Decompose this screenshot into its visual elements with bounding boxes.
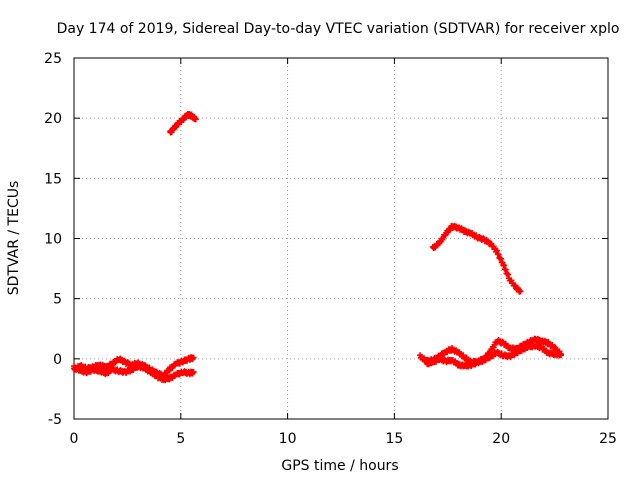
axis-ticks — [73, 57, 609, 420]
x-axis-label: GPS time / hours — [281, 458, 398, 474]
data-point — [497, 255, 504, 262]
y-tick-label: 0 — [53, 352, 62, 368]
x-tick-label: 25 — [599, 431, 617, 447]
x-tick-label: 20 — [492, 431, 510, 447]
y-tick-label: 20 — [44, 111, 62, 127]
series-early-low-lower — [71, 361, 197, 384]
data-point — [502, 266, 509, 273]
y-axis-label: SDTVAR / TECUs — [6, 181, 22, 296]
data-point — [505, 271, 512, 278]
data-point — [517, 288, 524, 295]
data-point — [190, 369, 197, 376]
x-tick-label: 15 — [385, 431, 403, 447]
y-tick-label: 15 — [44, 171, 62, 187]
data-point — [192, 116, 199, 123]
data-point — [558, 352, 565, 359]
data-point — [501, 262, 508, 269]
x-tick-label: 5 — [176, 431, 185, 447]
data-point — [190, 354, 197, 361]
y-tick-labels: -5 0 5 10 15 20 25 — [44, 51, 62, 428]
y-tick-label: 25 — [44, 51, 62, 67]
chart-title: Day 174 of 2019, Sidereal Day-to-day VTE… — [57, 21, 620, 37]
x-tick-label: 0 — [70, 431, 79, 447]
data-point — [493, 247, 500, 254]
y-tick-label: 10 — [44, 232, 62, 248]
x-tick-label: 10 — [279, 431, 297, 447]
data-points — [71, 110, 565, 384]
series-late-low-b — [423, 341, 565, 370]
data-point — [495, 251, 502, 258]
y-tick-label: -5 — [48, 412, 62, 428]
grid-lines — [74, 58, 608, 419]
series-late-high — [429, 222, 524, 295]
x-tick-labels: 0 5 10 15 20 25 — [70, 431, 617, 447]
series-early-high — [167, 110, 199, 136]
y-tick-label: 5 — [53, 292, 62, 308]
